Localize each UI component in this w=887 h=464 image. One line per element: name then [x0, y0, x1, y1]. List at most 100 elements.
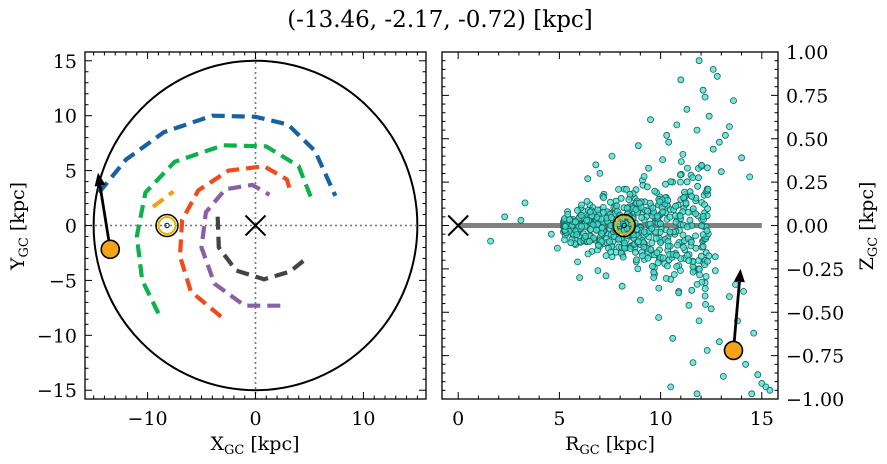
scatter-point [665, 138, 673, 146]
scatter-point [703, 227, 711, 235]
scatter-point [680, 243, 687, 251]
scatter-point [655, 314, 662, 321]
left-ytick-label: 15 [53, 51, 77, 73]
scatter-point [654, 259, 662, 267]
scatter-point [715, 338, 723, 346]
scatter-point [677, 76, 685, 84]
scatter-point [592, 161, 600, 169]
sun-marker-outer [155, 213, 179, 238]
right-ytick-label: −1.00 [786, 389, 844, 411]
scatter-point [594, 267, 602, 275]
scatter-point [698, 161, 705, 169]
scatter-point [677, 158, 685, 166]
scatter-point [640, 228, 648, 236]
scatter-point [635, 199, 643, 207]
scatter-point [547, 230, 555, 238]
scatter-point [657, 239, 664, 247]
scatter-point [659, 156, 666, 164]
right-xtick-label: 10 [649, 408, 673, 430]
galactic-center-marker [244, 214, 267, 237]
scatter-point [748, 390, 756, 398]
scatter-point [662, 274, 670, 282]
scatter-point [587, 225, 595, 233]
left-ytick-label: 0 [65, 216, 77, 238]
scatter-point [487, 237, 495, 245]
scatter-point [646, 199, 654, 207]
scatter-point [650, 274, 658, 281]
scatter-point [704, 185, 712, 193]
scatter-point [584, 175, 592, 183]
sun-marker [155, 213, 179, 238]
scatter-point [673, 251, 680, 259]
scatter-point [709, 145, 717, 153]
spiral-arm-3 [177, 164, 294, 319]
scatter-point [664, 242, 672, 250]
scatter-point [602, 272, 610, 280]
scatter-point [599, 208, 607, 216]
scatter-point [680, 194, 687, 202]
figure-title: (-13.46, -2.17, -0.72) [kpc] [287, 7, 593, 33]
scatter-point [562, 222, 569, 230]
scatter-point [567, 239, 575, 247]
scatter-point [713, 72, 721, 80]
scatter-point [697, 252, 705, 260]
right-ytick-label: 0.00 [786, 216, 828, 238]
scatter-point [602, 252, 610, 260]
scatter-point [667, 383, 675, 391]
scatter-point [693, 390, 701, 398]
left-ytick-label: −5 [49, 270, 77, 292]
scatter-point [683, 105, 691, 113]
scatter-point [684, 164, 691, 172]
scatter-point [644, 207, 651, 215]
scatter-point [699, 243, 707, 251]
scatter-point [715, 138, 723, 146]
scatter-point [619, 253, 627, 261]
scatter-point [607, 198, 614, 206]
left-ytick-label: −10 [37, 325, 77, 347]
left-ylabel: YGC [kpc] [7, 182, 32, 271]
scatter-point [666, 228, 674, 236]
scatter-point [701, 93, 709, 101]
scatter-point [608, 152, 616, 160]
scatter-point [635, 238, 642, 246]
scatter-point [695, 174, 702, 182]
scatter-point [669, 334, 677, 342]
scatter-point [685, 301, 693, 309]
scatter-point [586, 208, 594, 216]
sun-marker-right-outer [612, 213, 636, 238]
scatter-point [578, 222, 585, 230]
scatter-point [561, 236, 568, 244]
galactic-center-marker-right [447, 214, 469, 237]
scatter-point [593, 226, 600, 234]
scatter-point [732, 281, 739, 288]
right-ytick-label: −0.25 [786, 259, 844, 281]
scatter-point [707, 305, 715, 313]
scatter-point [521, 199, 529, 207]
scatter-point [689, 174, 697, 182]
left-ytick-label: 10 [53, 106, 77, 128]
sun-marker-right [612, 213, 636, 238]
scatter-point [656, 198, 664, 206]
left-ytick-label: 5 [65, 161, 77, 183]
scatter-point [677, 178, 684, 186]
velocity-arrow-right-head [733, 268, 745, 283]
scatter-point [683, 223, 691, 231]
scatter-point [633, 256, 640, 264]
scatter-point [676, 212, 684, 220]
scatter-point [701, 285, 709, 293]
scatter-point [709, 66, 717, 73]
object-marker-left [100, 239, 121, 260]
left-xtick-label: 0 [249, 408, 261, 430]
scatter-point [684, 208, 692, 216]
scatter-point [740, 287, 747, 295]
galactic-center-marker-stroke-2 [244, 214, 267, 237]
velocity-arrow-left [94, 172, 112, 250]
scatter-point [692, 210, 699, 218]
scatter-point [692, 232, 699, 240]
spiral-arm-2 [134, 143, 314, 315]
right-xtick-label: 0 [452, 408, 464, 430]
scatter-point [583, 197, 591, 205]
scatter-point [705, 252, 713, 260]
spiral-arm-5 [215, 216, 307, 282]
scatter-point [766, 386, 774, 394]
